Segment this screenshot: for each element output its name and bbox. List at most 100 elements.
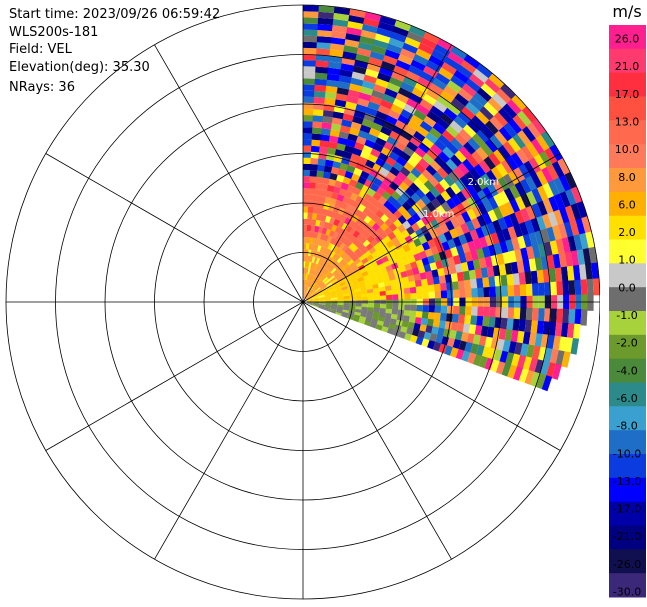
velocity-cell: [464, 342, 473, 354]
velocity-cell: [520, 247, 529, 262]
velocity-cell: [482, 199, 494, 213]
velocity-cell: [416, 292, 423, 300]
velocity-cell: [407, 321, 415, 330]
velocity-cell: [480, 267, 489, 279]
velocity-cell: [303, 279, 306, 286]
velocity-cell: [415, 336, 424, 346]
velocity-cell: [486, 326, 495, 339]
velocity-cell: [361, 296, 368, 301]
velocity-cell: [307, 280, 311, 287]
velocity-cell: [344, 265, 352, 272]
velocity-cell: [530, 172, 543, 190]
velocity-cell: [403, 310, 411, 317]
velocity-cell: [366, 288, 374, 294]
velocity-cell: [452, 281, 459, 291]
velocity-cell: [464, 171, 477, 185]
velocity-cell: [373, 291, 380, 297]
velocity-cell: [574, 309, 582, 326]
velocity-cell: [313, 97, 326, 104]
velocity-cell: [321, 208, 329, 216]
velocity-cell: [470, 249, 479, 262]
velocity-cell: [378, 312, 386, 318]
velocity-cell: [323, 290, 330, 295]
velocity-cell: [303, 145, 312, 152]
velocity-cell: [400, 81, 416, 94]
velocity-cell: [567, 235, 577, 253]
velocity-cell: [569, 219, 580, 237]
velocity-cell: [306, 267, 309, 274]
velocity-cell: [434, 139, 447, 152]
velocity-cell: [420, 71, 436, 84]
velocity-cell: [480, 173, 493, 188]
velocity-cell: [455, 214, 466, 227]
velocity-cell: [382, 55, 399, 66]
velocity-cell: [525, 283, 533, 297]
velocity-cell: [394, 119, 408, 131]
velocity-cell: [478, 355, 488, 369]
velocity-cell: [504, 201, 515, 216]
velocity-cell: [557, 158, 571, 176]
velocity-cell: [308, 280, 312, 287]
velocity-cell: [425, 132, 439, 145]
velocity-cell: [520, 207, 531, 223]
velocity-cell: [303, 206, 309, 213]
velocity-cell: [372, 311, 380, 317]
velocity-cell: [547, 211, 559, 228]
velocity-cell: [351, 173, 361, 182]
velocity-cell: [329, 275, 335, 281]
velocity-cell: [364, 11, 383, 22]
velocity-cell: [365, 281, 373, 287]
velocity-cell: [458, 314, 466, 325]
velocity-cell: [503, 215, 514, 229]
velocity-cell: [365, 264, 373, 272]
velocity-cell: [318, 294, 325, 298]
velocity-cell: [331, 192, 340, 200]
velocity-cell: [378, 282, 385, 288]
velocity-cell: [344, 170, 354, 180]
velocity-cell: [333, 6, 352, 16]
velocity-cell: [427, 340, 436, 350]
velocity-cell: [415, 259, 424, 268]
velocity-cell: [308, 274, 312, 281]
velocity-cell: [502, 251, 511, 265]
velocity-cell: [316, 245, 322, 252]
velocity-cell: [333, 105, 346, 114]
velocity-cell: [318, 305, 325, 308]
velocity-cell: [581, 294, 588, 311]
velocity-cell: [316, 42, 332, 50]
velocity-cell: [309, 268, 313, 275]
velocity-cell: [303, 224, 308, 231]
velocity-cell: [391, 71, 407, 83]
velocity-cell: [428, 54, 446, 68]
velocity-cell: [309, 237, 314, 244]
velocity-cell: [342, 51, 358, 60]
velocity-cell: [458, 146, 472, 160]
velocity-cell: [323, 269, 329, 276]
velocity-cell: [407, 275, 415, 283]
colorbar-tick: 8.0: [618, 171, 636, 184]
velocity-cell: [476, 315, 484, 327]
azimuth-spoke: [45, 301, 304, 451]
velocity-cell: [549, 349, 559, 365]
velocity-cell: [411, 202, 422, 214]
velocity-cell: [352, 115, 365, 125]
velocity-cell: [358, 319, 366, 325]
velocity-cell: [379, 15, 398, 27]
velocity-cell: [371, 250, 379, 259]
velocity-cell: [556, 308, 564, 324]
velocity-cell: [373, 303, 381, 309]
velocity-cell: [452, 313, 459, 324]
velocity-cell: [516, 330, 525, 345]
velocity-cell: [378, 286, 386, 293]
velocity-cell: [324, 307, 331, 311]
velocity-cell: [308, 281, 313, 288]
velocity-cell: [422, 291, 429, 300]
velocity-cell: [430, 143, 443, 157]
velocity-cell: [447, 102, 463, 117]
instrument-label: WLS200s-181: [9, 24, 99, 40]
velocity-cell: [458, 88, 474, 103]
velocity-cell: [360, 170, 371, 180]
velocity-cell: [507, 285, 515, 298]
velocity-cell: [319, 259, 325, 267]
velocity-cell: [390, 103, 405, 115]
